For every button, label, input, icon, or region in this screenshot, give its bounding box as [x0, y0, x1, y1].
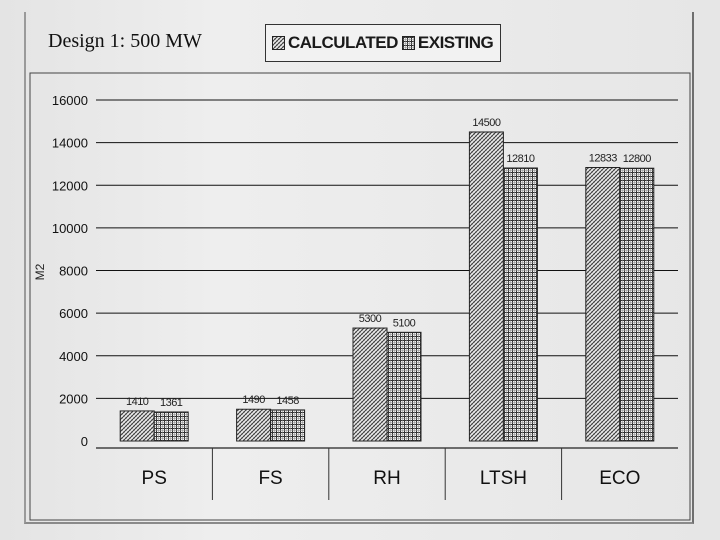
scan-frame — [24, 12, 694, 524]
legend-item-existing: EXISTING — [401, 33, 494, 53]
category-label-ltsh: LTSH — [480, 468, 527, 489]
category-label-fs: FS — [258, 468, 282, 489]
chart-title: Design 1: 500 MW — [48, 30, 202, 52]
bar-value-label: 1361 — [160, 397, 183, 409]
y-tick-label: 10000 — [52, 221, 88, 236]
y-tick-label: 6000 — [59, 306, 88, 321]
category-label-rh: RH — [373, 468, 400, 489]
bar-existing-fs — [270, 409, 306, 442]
bar-calculated-ps — [119, 410, 155, 442]
bar-calculated-eco — [585, 166, 621, 442]
plot-box — [29, 72, 691, 521]
y-tick-label: 12000 — [52, 178, 88, 193]
bar-existing-eco — [619, 167, 655, 442]
y-tick-label: 0 — [81, 434, 88, 449]
legend-swatch-calculated — [272, 36, 285, 50]
category-label-eco: ECO — [599, 468, 640, 489]
bar-existing-ltsh — [502, 167, 538, 442]
y-tick-label: 8000 — [59, 264, 88, 279]
bar-value-label: 12810 — [506, 153, 534, 165]
bar-value-label: 1490 — [242, 394, 265, 406]
chart-legend: CALCULATED EXISTING — [265, 24, 501, 62]
y-tick-label: 16000 — [52, 93, 88, 108]
y-tick-label: 4000 — [59, 349, 88, 364]
bar-value-label: 12833 — [589, 152, 617, 164]
bar-calculated-ltsh — [468, 131, 504, 442]
bar-value-label: 5100 — [393, 317, 416, 329]
y-axis-label: M2 — [33, 263, 47, 280]
legend-item-calculated: CALCULATED — [272, 33, 398, 53]
bar-value-label: 1410 — [126, 396, 149, 408]
bars — [119, 131, 655, 442]
category-labels: PS FS RH LTSH ECO — [142, 448, 640, 500]
category-label-ps: PS — [142, 468, 167, 489]
bar-calculated-fs — [236, 408, 272, 442]
bar-value-label: 1458 — [276, 395, 299, 407]
legend-swatch-existing — [401, 36, 415, 50]
legend-label-existing: EXISTING — [417, 33, 494, 52]
bar-value-labels: 1410 1361 1490 1458 5300 5100 14500 12810 12833 1… — [126, 117, 652, 409]
bar-calculated-rh — [352, 327, 388, 442]
bar-value-label: 14500 — [472, 117, 500, 129]
bar-value-label: 12800 — [623, 153, 651, 165]
y-tick-label: 14000 — [52, 136, 88, 151]
legend-label-calculated: CALCULATED — [288, 33, 398, 52]
bar-value-label: 5300 — [359, 313, 382, 325]
bar-existing-rh — [386, 331, 422, 442]
y-axis-tick-labels: 0 2000 4000 6000 8000 10000 12000 14000 16000 — [52, 93, 88, 449]
y-tick-label: 2000 — [59, 391, 88, 406]
bar-existing-ps — [153, 411, 189, 442]
